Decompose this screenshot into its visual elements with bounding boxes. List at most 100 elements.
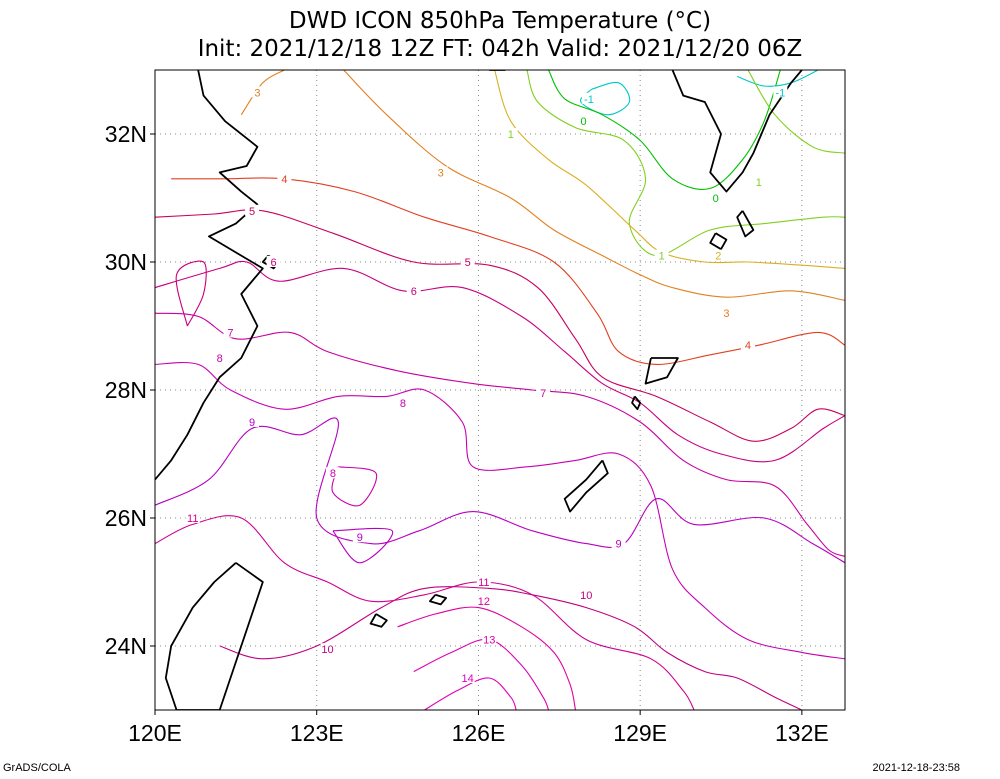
contour-label-bg — [719, 307, 734, 319]
footer-credit: GrADS/COLA — [3, 762, 71, 774]
contour-label: 9 — [616, 539, 622, 551]
contour-label-bg — [352, 531, 367, 543]
contour--1 — [579, 81, 631, 116]
contour-label: 8 — [217, 353, 223, 365]
contour-8 — [331, 466, 378, 507]
contour-label-bg — [325, 467, 340, 479]
contour-label-bg — [245, 204, 260, 216]
contour-label-bg — [711, 249, 726, 261]
coastline-miyako — [429, 593, 447, 606]
chart-subtitle: Init: 2021/12/18 12Z FT: 042h Valid: 202… — [197, 36, 803, 62]
coastline-amami-oshima — [644, 357, 679, 385]
contour-1 — [526, 70, 845, 257]
contour--1 — [736, 70, 819, 87]
contour-label-bg — [223, 326, 238, 338]
contour-label-bg — [740, 339, 755, 351]
contour-label-bg — [611, 537, 626, 549]
contour-label-bg — [751, 176, 766, 187]
contour-label: 10 — [580, 590, 592, 602]
contour-label-bg — [277, 172, 292, 184]
contour-label: 1 — [659, 251, 665, 263]
contour-4 — [171, 177, 845, 365]
contour-label: -1 — [584, 94, 594, 106]
contour-1 — [747, 70, 845, 154]
contour-label: 3 — [438, 167, 444, 179]
contour-label-bg — [185, 512, 200, 523]
contour-label: 5 — [249, 206, 255, 218]
contour-label-bg — [460, 256, 475, 267]
contour-label: -1 — [775, 87, 785, 99]
contour-labels: -1-1001112333445566778889991010111112131… — [185, 86, 788, 685]
contour-9 — [155, 417, 845, 564]
coastline-ishigaki — [369, 613, 388, 628]
contour-label-bg — [503, 128, 518, 139]
contour-3 — [240, 70, 285, 116]
lat-tick-label: 30N — [105, 249, 147, 275]
coastline-kyushu — [671, 70, 803, 193]
contour-label: 3 — [723, 308, 729, 320]
contour-label-bg — [320, 643, 335, 655]
contour-label: 3 — [254, 87, 260, 99]
contour-5 — [155, 209, 845, 442]
contour-label: 6 — [411, 286, 417, 298]
contour-14 — [424, 677, 517, 710]
contour-label: 8 — [330, 468, 336, 480]
coastline-tanegashima — [736, 210, 755, 238]
lon-tick-label: 129E — [613, 720, 667, 746]
contour-label: 7 — [227, 327, 233, 339]
contour-label: 0 — [580, 116, 586, 128]
contour-label: 1 — [756, 177, 762, 189]
lon-tick-label: 132E — [775, 720, 829, 746]
contour-lines — [155, 70, 845, 710]
coastline-china-east-coast — [155, 70, 264, 481]
contour-label-bg — [482, 633, 497, 645]
contour-label: 11 — [478, 577, 489, 589]
contour-11 — [155, 515, 695, 710]
footer-timestamp: 2021-12-18-23:58 — [872, 762, 960, 774]
lat-tick-label: 32N — [105, 121, 147, 147]
lat-tick-label: 28N — [105, 377, 147, 403]
contour-label-bg — [433, 166, 448, 178]
grid-lines — [155, 70, 845, 710]
contour-label: 11 — [187, 513, 198, 525]
contour-label: 12 — [478, 596, 490, 608]
axis-labels: 120E 123E 126E 129E 132E 24N 26N 28N 30N 32N — [105, 121, 829, 746]
contour-9 — [332, 527, 394, 564]
contour-label-bg — [579, 588, 594, 600]
contour-label: 9 — [357, 532, 363, 544]
contour-6 — [155, 260, 845, 463]
contour-6 — [175, 260, 207, 327]
contour-8 — [155, 361, 845, 660]
contour-label: 0 — [713, 193, 719, 205]
contour-label: 2 — [715, 251, 721, 263]
contour-13 — [413, 638, 550, 710]
contour-label-bg — [245, 416, 260, 427]
contour-label-bg — [654, 249, 669, 261]
contour-label-bg — [395, 396, 410, 408]
contour-3 — [343, 70, 845, 301]
contour-label: 9 — [249, 417, 255, 429]
contour-label-bg — [212, 352, 227, 363]
contour-10 — [219, 586, 803, 710]
contour-label-bg — [250, 86, 265, 98]
coastline-tokunoshima — [631, 395, 642, 411]
coastline-yakushima — [709, 232, 728, 251]
contour-7 — [155, 312, 845, 557]
lon-tick-label: 126E — [452, 720, 506, 746]
coastlines — [155, 70, 803, 710]
contour-label-bg — [708, 192, 723, 203]
contour-label: 4 — [745, 340, 751, 352]
contour-label: 6 — [271, 257, 277, 269]
contour-label: 7 — [540, 388, 546, 400]
contour-label: 1 — [508, 129, 514, 141]
contour-label-bg — [460, 672, 475, 683]
contour-2 — [494, 70, 845, 269]
lon-tick-label: 123E — [290, 720, 344, 746]
contour-label: 13 — [483, 635, 495, 647]
contour-label: 4 — [281, 174, 287, 186]
lat-tick-label: 26N — [105, 505, 147, 531]
contour-label: 8 — [400, 398, 406, 410]
contour-label-bg — [406, 284, 421, 296]
lat-tick-label: 24N — [105, 633, 147, 659]
